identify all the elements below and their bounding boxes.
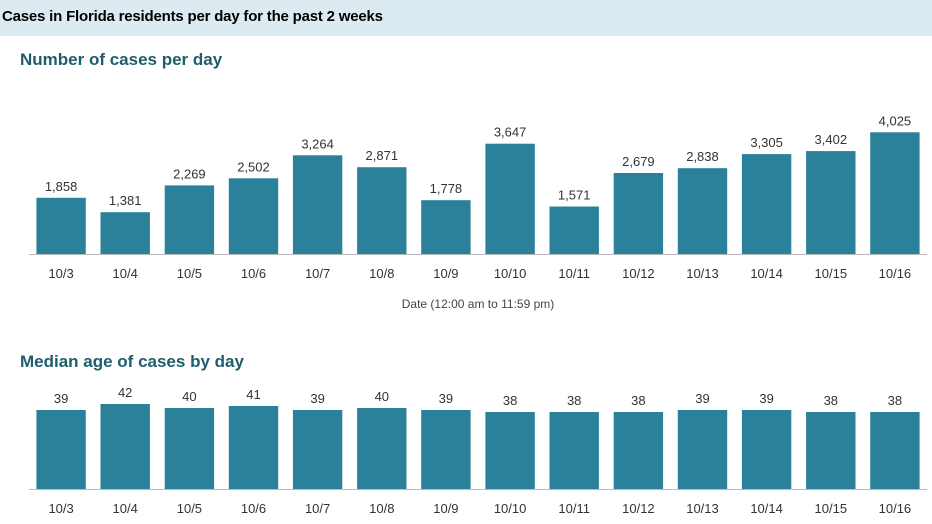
bar xyxy=(292,410,343,489)
data-label: 2,502 xyxy=(237,159,270,174)
cases-per-day-chart: 1,858 10/3 1,381 10/4 2,269 10/5 2,502 10/6 3,26… xyxy=(29,113,927,311)
data-label: 4,025 xyxy=(879,113,912,128)
bar xyxy=(357,167,407,254)
data-label: 3,305 xyxy=(750,135,783,150)
x-tick-label: 10/6 xyxy=(241,266,266,281)
data-label: 38 xyxy=(503,393,517,408)
header-band xyxy=(0,0,932,36)
data-label: 2,871 xyxy=(366,148,399,163)
median-age-chart-title: Median age of cases by day xyxy=(20,352,244,371)
x-tick-label: 10/13 xyxy=(686,501,719,516)
x-tick-label: 10/10 xyxy=(494,266,527,281)
data-label: 38 xyxy=(888,393,902,408)
x-tick-label: 10/16 xyxy=(879,266,912,281)
bar xyxy=(36,197,86,254)
data-label: 1,778 xyxy=(430,181,463,196)
bar xyxy=(421,410,471,489)
bar xyxy=(357,408,407,489)
x-tick-label: 10/9 xyxy=(433,266,458,281)
data-label: 39 xyxy=(54,391,68,406)
x-tick-label: 10/15 xyxy=(815,501,848,516)
data-label: 3,264 xyxy=(301,136,334,151)
data-label: 38 xyxy=(567,393,581,408)
data-label: 40 xyxy=(182,389,196,404)
data-label: 3,647 xyxy=(494,125,527,140)
bar xyxy=(292,155,343,254)
bar xyxy=(613,173,664,254)
x-tick-label: 10/8 xyxy=(369,266,394,281)
x-tick-label: 10/12 xyxy=(622,501,655,516)
x-tick-label: 10/11 xyxy=(558,501,590,516)
x-tick-label: 10/3 xyxy=(48,266,73,281)
x-tick-label: 10/4 xyxy=(113,501,138,516)
data-label: 2,269 xyxy=(173,166,206,181)
data-label: 1,858 xyxy=(45,179,78,194)
bar xyxy=(485,143,535,254)
data-label: 39 xyxy=(439,391,453,406)
data-label: 42 xyxy=(118,385,132,400)
x-tick-label: 10/5 xyxy=(177,501,202,516)
x-tick-label: 10/9 xyxy=(433,501,458,516)
bar xyxy=(164,185,215,254)
bar xyxy=(228,178,279,254)
data-label: 2,838 xyxy=(686,149,719,164)
bar xyxy=(870,132,920,254)
bar xyxy=(549,412,599,489)
cases-chart-title: Number of cases per day xyxy=(20,50,223,69)
bar xyxy=(100,404,150,489)
bar xyxy=(806,412,856,489)
x-tick-label: 10/12 xyxy=(622,266,655,281)
bar xyxy=(485,412,535,489)
x-axis-title: Date (12:00 am to 11:59 pm) xyxy=(402,297,555,311)
x-tick-label: 10/14 xyxy=(750,501,783,516)
data-label: 39 xyxy=(695,391,709,406)
data-label: 2,679 xyxy=(622,154,655,169)
x-tick-label: 10/5 xyxy=(177,266,202,281)
bar xyxy=(741,154,792,254)
data-label: 41 xyxy=(246,387,260,402)
x-tick-label: 10/7 xyxy=(305,266,330,281)
data-label: 39 xyxy=(310,391,324,406)
bar xyxy=(421,200,471,254)
x-tick-label: 10/8 xyxy=(369,501,394,516)
data-label: 3,402 xyxy=(815,132,848,147)
data-label: 38 xyxy=(824,393,838,408)
data-label: 1,571 xyxy=(558,188,591,203)
bar xyxy=(100,212,150,254)
bar xyxy=(677,168,728,254)
bar xyxy=(677,410,728,489)
x-tick-label: 10/3 xyxy=(48,501,73,516)
x-tick-label: 10/11 xyxy=(558,266,590,281)
x-tick-label: 10/13 xyxy=(686,266,719,281)
x-tick-label: 10/7 xyxy=(305,501,330,516)
x-tick-label: 10/14 xyxy=(750,266,783,281)
bar xyxy=(549,206,599,254)
bar xyxy=(228,406,279,489)
data-label: 40 xyxy=(375,389,389,404)
bar xyxy=(870,412,920,489)
bar xyxy=(806,151,856,254)
x-tick-label: 10/6 xyxy=(241,501,266,516)
bar xyxy=(164,408,215,489)
page-title: Cases in Florida residents per day for t… xyxy=(2,8,383,25)
data-label: 38 xyxy=(631,393,645,408)
x-tick-label: 10/4 xyxy=(113,266,138,281)
bar xyxy=(613,412,664,489)
x-tick-label: 10/10 xyxy=(494,501,527,516)
data-label: 1,381 xyxy=(109,193,142,208)
bar xyxy=(741,410,792,489)
bar xyxy=(36,410,86,489)
x-tick-label: 10/16 xyxy=(879,501,912,516)
data-label: 39 xyxy=(759,391,773,406)
x-tick-label: 10/15 xyxy=(815,266,848,281)
